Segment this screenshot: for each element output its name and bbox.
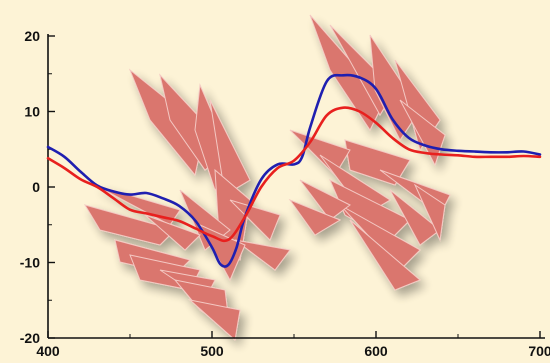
x-tick-label: 600 [364,343,388,359]
chart-axes: -20 -10 0 10 20 400 500 600 700 [20,28,550,359]
x-tick-label: 700 [528,343,550,359]
y-tick-label: -20 [20,330,40,346]
y-tick-label: 0 [32,179,40,195]
y-tick-label: 20 [24,28,40,44]
y-tick-label: -10 [20,255,40,271]
x-tick-label: 500 [200,343,224,359]
y-tick-label: 10 [24,104,40,120]
series-layer [46,73,542,268]
x-tick-label: 400 [36,343,60,359]
series-line-2 [46,106,542,243]
